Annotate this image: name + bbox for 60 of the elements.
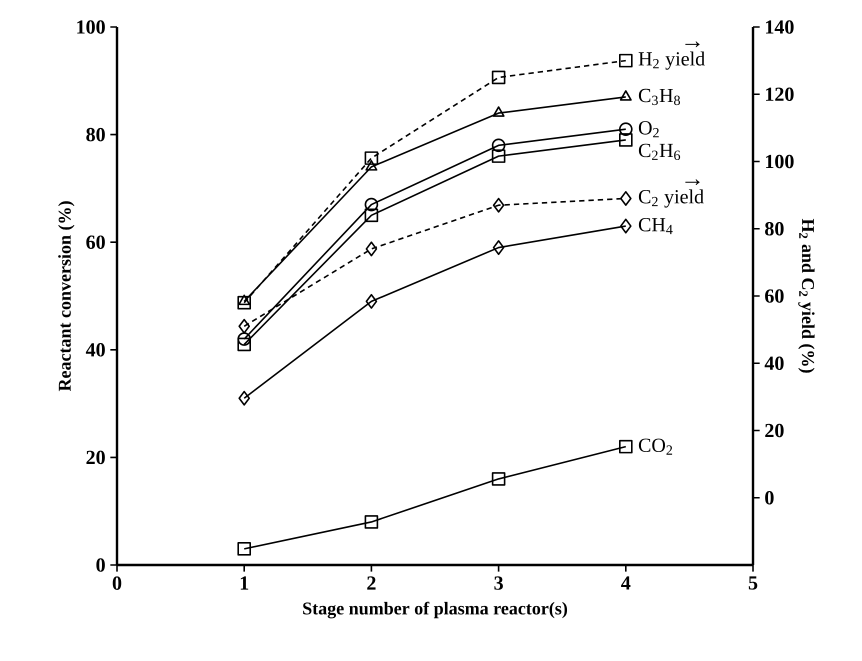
point — [238, 294, 250, 306]
point — [364, 515, 378, 529]
point — [492, 149, 506, 163]
y-tick-label: 100 — [77, 20, 105, 34]
point — [492, 106, 505, 117]
y-tick-label: 80 — [86, 128, 105, 142]
point — [238, 390, 250, 406]
series-label: CO$_{2}$ — [638, 438, 672, 455]
point — [492, 472, 506, 486]
point — [620, 218, 632, 234]
point — [492, 240, 504, 256]
point — [238, 318, 250, 334]
y-axis-title: Reactant conversion (%) — [58, 201, 74, 392]
y-tick-label: 20 — [86, 450, 105, 464]
x-tick-label: 3 — [494, 576, 503, 590]
point — [366, 294, 378, 309]
point — [364, 151, 378, 165]
annotation: → — [685, 179, 700, 186]
series-label: C$_{2}$H$_{6}$ — [638, 144, 680, 160]
y2-tick-label: 120 — [766, 88, 794, 101]
y2-tick-label: 140 — [766, 20, 794, 34]
y2-tick-label: 60 — [765, 289, 784, 303]
x-tick-label: 2 — [367, 576, 376, 590]
point — [619, 122, 633, 136]
point — [366, 241, 378, 256]
series-label: C$_{2}$ yield — [638, 189, 704, 208]
x-tick-label: 4 — [621, 576, 630, 590]
point — [620, 191, 632, 206]
point — [619, 133, 633, 147]
point — [364, 208, 378, 222]
point — [237, 542, 252, 556]
y2-tick-label: 80 — [765, 222, 784, 236]
y2-tick-label: 40 — [764, 356, 784, 370]
y2-tick-label: 0 — [765, 491, 774, 504]
x-axis-title: Stage number of plasma reactor(s) — [303, 602, 568, 618]
point — [365, 160, 378, 171]
point — [619, 440, 633, 454]
point — [619, 54, 633, 68]
point — [364, 198, 378, 212]
x-tick-label: 0 — [112, 576, 122, 590]
point — [237, 332, 252, 346]
y-tick-label: 0 — [96, 558, 105, 572]
point — [492, 70, 506, 84]
point — [237, 338, 252, 352]
x-tick-label: 1 — [240, 576, 248, 590]
point — [492, 198, 504, 213]
x-tick-label: 5 — [748, 576, 758, 590]
series-label: O$_{2}$ — [638, 121, 659, 138]
series-label: CH$_{4}$ — [638, 218, 673, 234]
y-tick-label: 40 — [86, 343, 105, 357]
annotation: → — [685, 42, 700, 48]
point — [620, 90, 632, 101]
series-label: H$_{2}$ yield — [638, 52, 705, 70]
y2-tick-label: 20 — [765, 424, 784, 438]
y2-tick-label: 100 — [766, 154, 794, 168]
y2-axis-title: H$_{2}$ and C$_{2}$ yield (%) — [798, 218, 815, 373]
point — [237, 296, 252, 310]
y-tick-label: 60 — [86, 235, 105, 249]
series-label: C$_{3}$H$_{8}$ — [638, 88, 680, 106]
point — [492, 138, 506, 152]
